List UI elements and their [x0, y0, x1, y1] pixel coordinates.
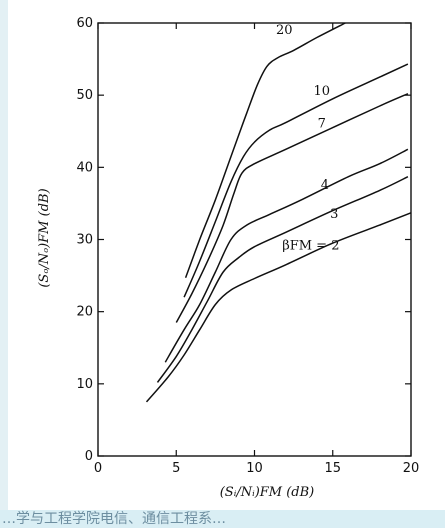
series-line-3 — [175, 93, 409, 323]
series-line-0 — [145, 212, 412, 403]
axes-layer — [97, 22, 412, 457]
curve-labels-layer: βFM = 2 34 7 10 20 — [276, 23, 340, 254]
y-tick-label: 0 — [85, 449, 93, 464]
series-line-2 — [164, 148, 409, 363]
ticks-layer: 0 5 10 15 20 0 10 20 30 40 50 60 — [76, 16, 419, 476]
y-tick-label: 60 — [76, 16, 93, 31]
curve-label-4: 10 — [314, 84, 331, 99]
y-tick-label: 10 — [76, 377, 93, 392]
x-tick-label: 10 — [246, 461, 263, 476]
curve-label-0: βFM = 2 — [282, 239, 339, 254]
footer-banner: …学与工程学院电信、通信工程系… — [0, 510, 445, 528]
curve-label-1: 3 — [330, 207, 338, 222]
x-axis-title: (Sᵢ/Nᵢ)FM (dB) — [220, 485, 315, 500]
series-layer — [145, 22, 412, 403]
curve-label-5: 20 — [276, 23, 293, 38]
x-tick-label: 15 — [324, 461, 341, 476]
y-tick-label: 40 — [76, 160, 93, 175]
figure-card: 0 5 10 15 20 0 10 20 30 40 50 60 βFM = 2 3 4 7 10 20 (Sᵢ… — [8, 0, 445, 510]
series-line-1 — [156, 176, 409, 383]
curve-label-3: 7 — [318, 117, 326, 132]
fm-snr-chart: 0 5 10 15 20 0 10 20 30 40 50 60 βFM = 2 34 7 10 20 (Sᵢ… — [37, 16, 419, 500]
x-tick-label: 0 — [94, 461, 102, 476]
series-line-5 — [184, 22, 346, 278]
y-tick-label: 50 — [76, 88, 93, 103]
y-tick-label: 20 — [76, 305, 93, 320]
y-axis-title: (Sₒ/Nₒ)FM (dB) — [37, 188, 52, 287]
series-line-4 — [183, 63, 409, 298]
y-tick-label: 30 — [76, 233, 93, 248]
x-tick-label: 5 — [172, 461, 180, 476]
x-tick-label: 20 — [403, 461, 420, 476]
left-decorative-strip — [0, 0, 8, 528]
plot-frame — [97, 22, 412, 457]
curve-label-2: 4 — [321, 178, 329, 193]
